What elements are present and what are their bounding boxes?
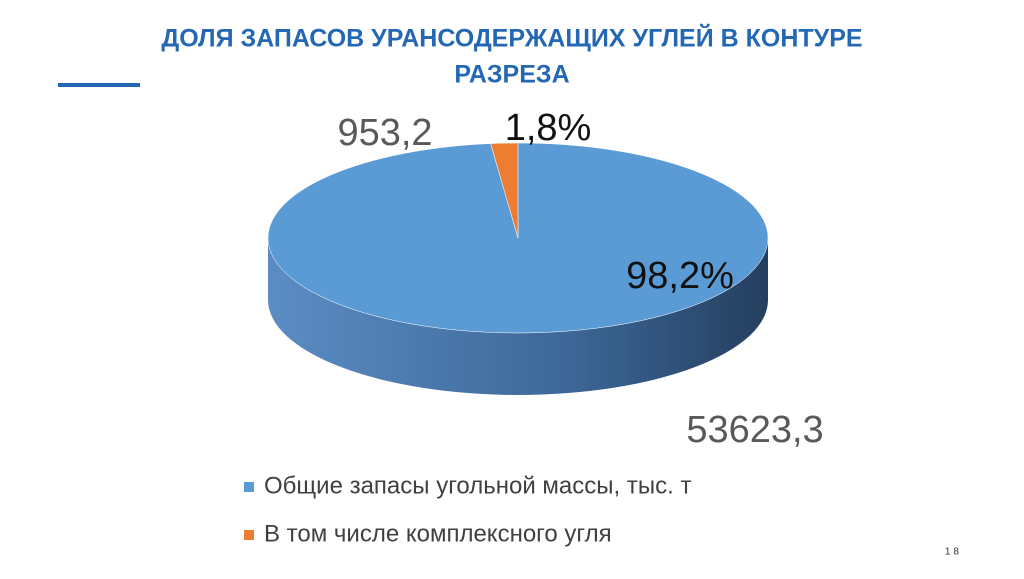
legend-marker [244,530,254,540]
slide-number: 18 [945,547,962,558]
legend-label: Общие запасы угольной массы, тыс. т [264,472,691,499]
legend-marker [244,482,254,492]
pie-side [268,238,768,395]
value-label: 53623,3 [686,409,823,451]
percent-label: 1,8% [505,107,592,149]
title-underline [58,83,140,87]
pie-slice [490,142,519,239]
chart-title: ДОЛЯ ЗАПАСОВ УРАНСОДЕРЖАЩИХ УГЛЕЙ В КОНТ… [161,23,862,53]
value-label: 953,2 [337,112,432,154]
percent-label: 98,2% [626,255,734,297]
chart-subtitle: РАЗРЕЗА [454,61,569,89]
legend-label: В том числе комплексного угля [264,520,612,547]
pie-chart: 53623,3 98,2% 953,2 1,8% Общие запасы угольн… [244,107,824,547]
